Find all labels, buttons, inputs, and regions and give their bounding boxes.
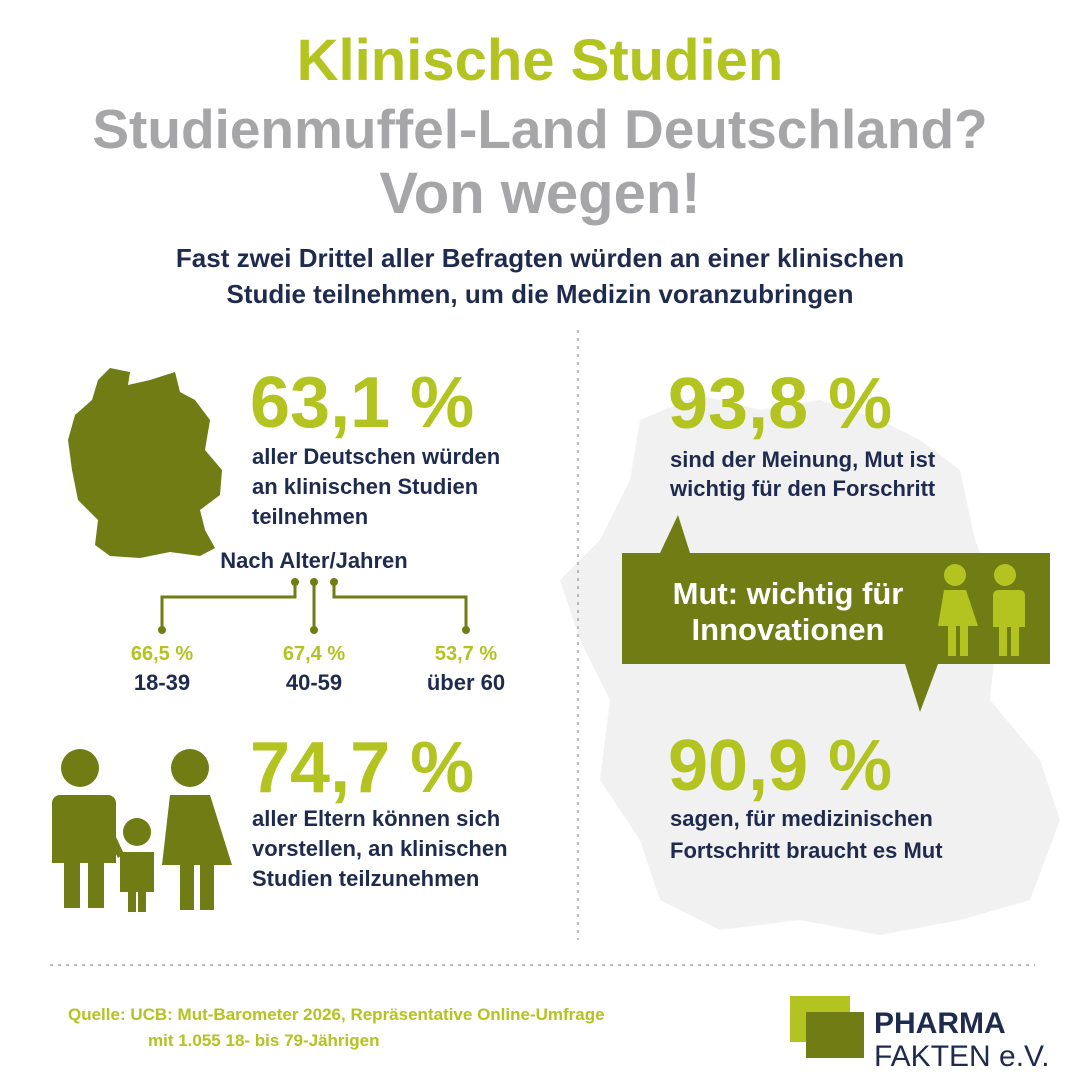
- age-label: 18-39: [134, 670, 190, 695]
- source: Quelle: UCB: Mut-Barometer 2026, Repräse…: [68, 1005, 605, 1024]
- people-icon: [938, 564, 1025, 656]
- age-label: über 60: [427, 670, 505, 695]
- stat-value: 63,1 %: [250, 363, 474, 443]
- stat-value: 74,7 %: [250, 728, 474, 808]
- callout-text: Innovationen: [692, 612, 885, 647]
- stat-text: an klinischen Studien: [252, 474, 478, 499]
- stat-text: wichtig für den Forschritt: [669, 476, 936, 501]
- age-value: 66,5 %: [131, 643, 193, 665]
- stat-text: vorstellen, an klinischen: [252, 836, 508, 861]
- map-background: [560, 395, 1060, 935]
- callout-text: Mut: wichtig für: [673, 576, 904, 611]
- subtitle: Studienmuffel-Land Deutschland?: [92, 98, 987, 160]
- stat-text: sind der Meinung, Mut ist: [670, 447, 936, 472]
- age-value: 67,4 %: [283, 643, 345, 665]
- stat-value: 90,9 %: [668, 726, 892, 806]
- age-title: Nach Alter/Jahren: [220, 548, 407, 573]
- stat-text: Studien teilzunehmen: [252, 866, 479, 891]
- age-bracket: [160, 582, 468, 628]
- family-icon: [52, 749, 232, 912]
- logo-text: PHARMA: [874, 1007, 1006, 1040]
- logo-text: FAKTEN e.V.: [874, 1040, 1050, 1073]
- age-value: 53,7 %: [435, 643, 497, 665]
- age-dots: [158, 578, 470, 634]
- stat-text: aller Eltern können sich: [252, 806, 500, 831]
- stat-text: teilnehmen: [252, 504, 368, 529]
- source: mit 1.055 18- bis 79-Jährigen: [148, 1031, 380, 1050]
- stat-text: sagen, für medizinischen: [670, 806, 933, 831]
- lead: Fast zwei Drittel aller Befragten würden…: [176, 243, 904, 273]
- age-label: 40-59: [286, 670, 342, 695]
- stat-value: 93,8 %: [668, 364, 892, 444]
- stat-text: Fortschritt braucht es Mut: [670, 838, 943, 863]
- callout: [622, 515, 1050, 712]
- logo-mark: [790, 996, 864, 1058]
- germany-map: [68, 368, 222, 558]
- title: Klinische Studien: [297, 28, 784, 93]
- stat-text: aller Deutschen würden: [252, 444, 500, 469]
- lead: Studie teilnehmen, um die Medizin voranz…: [227, 279, 854, 309]
- subtitle: Von wegen!: [379, 161, 700, 226]
